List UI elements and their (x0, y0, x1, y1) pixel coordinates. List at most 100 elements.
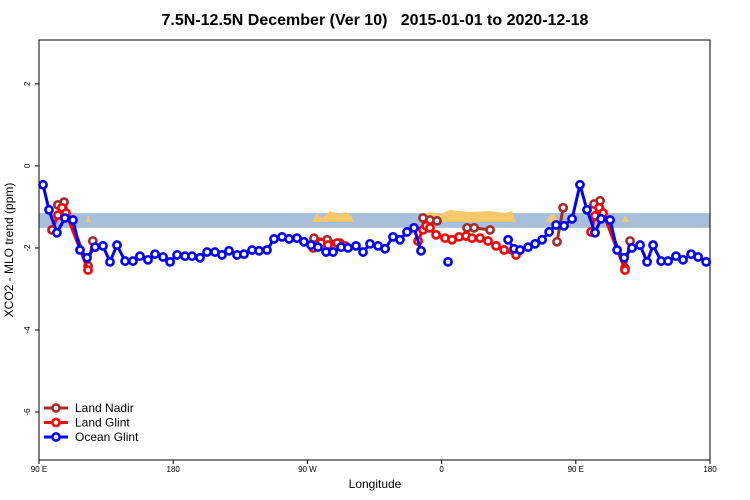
data-point (467, 233, 477, 244)
land-area (86, 215, 91, 222)
data-point (537, 234, 548, 245)
data-point (409, 222, 419, 233)
data-point (443, 256, 453, 267)
data-point (483, 236, 493, 246)
data-point (499, 245, 509, 255)
data-point (112, 240, 122, 250)
legend-marker (51, 417, 61, 428)
data-point (135, 251, 145, 262)
plot-frame (38, 39, 711, 461)
data-point (425, 222, 435, 233)
land-area (418, 210, 516, 222)
x-axis-label: Longitude (349, 477, 402, 491)
legend-marker (51, 432, 61, 442)
data-point (551, 220, 562, 230)
legend-label: Land Nadir (75, 401, 134, 415)
data-point (432, 215, 442, 226)
chart-title: 7.5N-12.5N December (Ver 10) 2015-01-01 … (162, 12, 589, 29)
data-point (150, 249, 160, 260)
data-point (605, 215, 615, 225)
data-point (217, 250, 227, 260)
data-point (75, 245, 85, 255)
legend-marker (51, 403, 61, 413)
data-point (313, 242, 323, 253)
mlo-band (39, 213, 710, 228)
data-point (469, 222, 480, 233)
data-point (627, 243, 637, 253)
x-tick-label: 90 E (568, 465, 584, 474)
data-point (38, 179, 48, 190)
y-tick-label: -6 (23, 408, 32, 416)
data-point (358, 247, 368, 257)
data-point (254, 245, 264, 256)
data-point (83, 265, 93, 275)
data-point (663, 256, 673, 266)
data-point (120, 256, 130, 266)
data-point (701, 256, 712, 267)
data-point (515, 245, 525, 255)
x-tick-label: 0 (439, 465, 444, 474)
data-point (51, 227, 62, 238)
data-point (642, 256, 652, 267)
data-point (596, 213, 606, 224)
data-point (558, 202, 569, 213)
data-point (269, 234, 279, 244)
data-point (44, 204, 54, 215)
land-area (622, 215, 629, 222)
data-point (90, 242, 100, 253)
data-point (82, 252, 92, 263)
data-point (530, 238, 540, 249)
data-point (195, 252, 205, 263)
legend-label: Ocean Glint (75, 430, 139, 444)
data-point (475, 233, 485, 244)
y-tick-label: 2 (23, 81, 32, 86)
data-point (612, 245, 623, 255)
data-point (582, 204, 592, 215)
data-point (202, 247, 212, 257)
data-point (165, 256, 175, 267)
data-point (395, 234, 405, 245)
data-point (224, 245, 234, 256)
y-tick-label: -4 (23, 326, 32, 334)
land-areas (86, 210, 629, 222)
land-area (546, 214, 557, 222)
data-point (343, 243, 353, 253)
data-point (105, 256, 115, 267)
data-point (648, 240, 658, 250)
data-point (619, 252, 630, 263)
x-tick-label: 180 (703, 465, 717, 474)
y-tick-label: 0 (23, 163, 32, 168)
data-point (128, 256, 138, 266)
land-area (312, 211, 354, 222)
x-tick-label: 180 (167, 465, 181, 474)
data-point (503, 234, 514, 245)
data-point (431, 229, 441, 240)
data-point (187, 251, 197, 262)
data-point (262, 245, 272, 255)
data-point (158, 252, 168, 262)
data-point (693, 252, 703, 262)
data-point (68, 215, 78, 225)
y-tick-label: -2 (23, 244, 32, 252)
data-point (172, 250, 182, 260)
x-tick-label: 90 E (31, 465, 47, 474)
data-point (60, 213, 70, 223)
data-point (328, 247, 338, 257)
data-point (559, 220, 569, 231)
data-point (351, 240, 361, 251)
data-point (365, 238, 375, 249)
background-layer (39, 213, 710, 228)
data-point (567, 213, 577, 224)
data-point (678, 254, 688, 265)
data-point (620, 265, 630, 275)
data-point (485, 225, 495, 235)
data-point (284, 234, 294, 244)
data-point (491, 240, 501, 251)
data-point (380, 243, 390, 254)
data-point (98, 240, 108, 251)
data-point (552, 236, 562, 247)
y-axis-label: XCO2 - MLO trend (ppm) (2, 183, 16, 318)
legend-label: Land Glint (75, 416, 130, 430)
